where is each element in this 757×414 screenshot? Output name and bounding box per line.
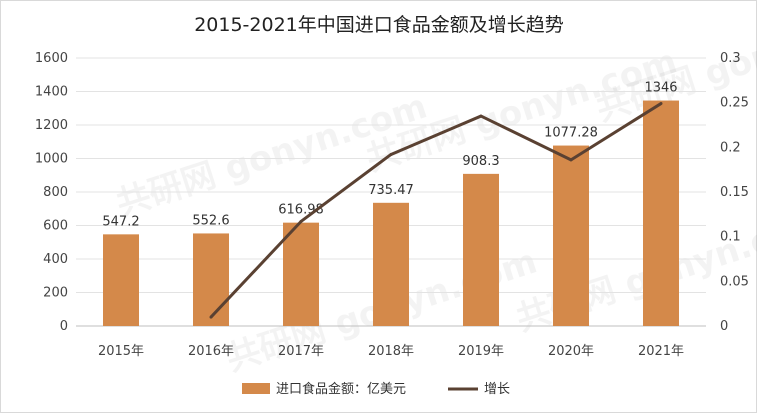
left-tick-label: 1600 <box>35 51 68 66</box>
left-tick-label: 1400 <box>35 85 68 100</box>
growth-point <box>569 158 573 162</box>
bar <box>463 173 499 326</box>
right-tick-label: 0.25 <box>720 96 749 111</box>
right-axis: 0 0.05 0.1 0.15 0.2 0.25 0.3 <box>720 51 749 334</box>
legend-line-label: 增长 <box>484 382 510 397</box>
right-tick-label: 0.3 <box>720 51 741 66</box>
x-tick-label: 2016年 <box>188 344 234 359</box>
right-tick-label: 0.1 <box>720 230 741 245</box>
bar <box>643 100 679 326</box>
x-tick-label: 2017年 <box>278 344 324 359</box>
x-tick-label: 2015年 <box>98 344 144 359</box>
bar <box>553 145 589 326</box>
x-tick-label: 2019年 <box>458 344 504 359</box>
bar-data-label: 1077.28 <box>544 126 598 141</box>
bar-series <box>103 100 679 326</box>
bar <box>193 233 229 326</box>
growth-point <box>389 152 393 156</box>
right-tick-label: 0.2 <box>720 140 741 155</box>
growth-point <box>659 102 663 106</box>
left-axis: 0 200 400 600 800 1000 1200 1400 1600 <box>35 51 68 334</box>
bar <box>103 234 139 326</box>
legend: 进口食品金额：亿美元 增长 <box>242 381 510 397</box>
growth-point <box>479 114 483 118</box>
chart-title: 2015-2021年中国进口食品金额及增长趋势 <box>194 14 564 36</box>
right-tick-label: 0.05 <box>720 274 749 289</box>
left-tick-label: 1000 <box>35 152 68 167</box>
right-tick-label: 0 <box>720 319 728 334</box>
growth-point <box>299 219 303 223</box>
bar <box>283 222 319 326</box>
bar-data-label: 908.3 <box>462 154 499 169</box>
left-tick-label: 600 <box>43 219 68 234</box>
bar-data-label: 552.6 <box>192 213 229 228</box>
x-axis: 2015年 2016年 2017年 2018年 2019年 2020年 2021年 <box>98 344 684 359</box>
growth-point <box>209 315 213 319</box>
growth-line <box>209 102 662 319</box>
left-tick-label: 400 <box>43 252 68 267</box>
legend-bar-label: 进口食品金额：亿美元 <box>276 381 406 397</box>
left-tick-label: 800 <box>43 185 68 200</box>
bar <box>373 202 409 326</box>
bar-data-label: 1346 <box>644 81 677 96</box>
right-tick-label: 0.15 <box>720 185 749 200</box>
left-tick-label: 0 <box>60 319 68 334</box>
x-tick-label: 2021年 <box>638 344 684 359</box>
growth-line-series <box>209 102 663 319</box>
left-tick-label: 200 <box>43 286 68 301</box>
legend-bar-swatch <box>242 383 270 394</box>
bar-data-label: 547.2 <box>102 214 139 229</box>
left-tick-label: 1200 <box>35 118 68 133</box>
bar-data-label: 735.47 <box>368 183 414 198</box>
x-tick-label: 2018年 <box>368 344 414 359</box>
x-tick-label: 2020年 <box>548 344 594 359</box>
